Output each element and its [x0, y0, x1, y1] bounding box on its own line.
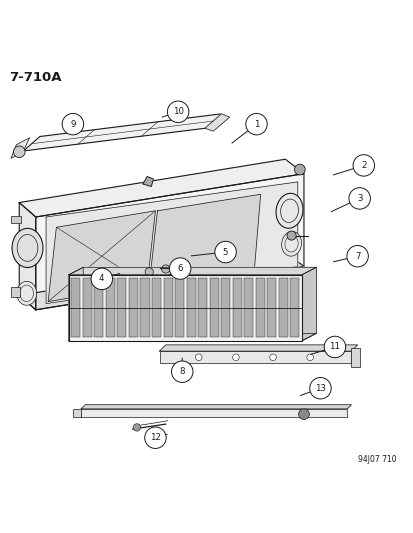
Polygon shape: [11, 138, 29, 158]
Polygon shape: [69, 268, 316, 274]
Polygon shape: [69, 268, 83, 341]
Circle shape: [306, 354, 313, 361]
Circle shape: [346, 246, 368, 267]
Ellipse shape: [275, 193, 302, 228]
Polygon shape: [23, 114, 221, 151]
Bar: [106, 278, 115, 337]
Circle shape: [294, 164, 304, 175]
Circle shape: [352, 155, 374, 176]
Bar: [81, 409, 347, 417]
Bar: [221, 278, 230, 337]
Bar: [83, 278, 92, 337]
Bar: [73, 409, 81, 417]
Bar: [255, 278, 264, 337]
Bar: [94, 278, 103, 337]
Bar: [290, 278, 299, 337]
Circle shape: [195, 354, 202, 361]
Circle shape: [348, 188, 370, 209]
Polygon shape: [143, 176, 153, 187]
Bar: [69, 274, 301, 341]
Bar: [267, 278, 276, 337]
Text: 10: 10: [172, 107, 183, 116]
Text: 7-710A: 7-710A: [9, 70, 61, 84]
Bar: [159, 351, 351, 364]
Circle shape: [286, 231, 295, 240]
Circle shape: [167, 101, 188, 123]
Polygon shape: [81, 405, 351, 409]
Polygon shape: [301, 268, 316, 341]
Bar: [128, 278, 138, 337]
Circle shape: [62, 114, 83, 135]
Text: 3: 3: [356, 194, 361, 203]
Bar: [71, 278, 80, 337]
Circle shape: [169, 258, 190, 279]
Polygon shape: [69, 333, 316, 341]
Bar: [209, 278, 218, 337]
FancyBboxPatch shape: [11, 287, 20, 297]
Bar: [232, 278, 241, 337]
Circle shape: [14, 146, 25, 158]
Text: 12: 12: [150, 433, 161, 442]
Polygon shape: [159, 345, 357, 351]
Text: 8: 8: [179, 367, 185, 376]
Text: 1: 1: [253, 119, 259, 128]
Polygon shape: [48, 211, 155, 302]
Polygon shape: [19, 252, 303, 310]
Ellipse shape: [12, 228, 43, 268]
Circle shape: [133, 424, 140, 431]
Polygon shape: [36, 174, 303, 310]
Circle shape: [145, 268, 153, 276]
Bar: [175, 278, 184, 337]
Bar: [152, 278, 161, 337]
Circle shape: [171, 361, 192, 383]
Ellipse shape: [17, 281, 36, 305]
Circle shape: [245, 114, 267, 135]
Text: 13: 13: [314, 384, 325, 393]
Text: 9: 9: [70, 119, 76, 128]
Text: 94J07 710: 94J07 710: [357, 455, 396, 464]
Polygon shape: [19, 203, 36, 310]
Circle shape: [145, 427, 166, 448]
Bar: [117, 278, 126, 337]
Circle shape: [298, 409, 309, 419]
Bar: [278, 278, 287, 337]
Circle shape: [214, 241, 236, 263]
Text: 2: 2: [360, 161, 366, 170]
Polygon shape: [19, 159, 303, 217]
Bar: [140, 278, 149, 337]
Text: 5: 5: [222, 247, 228, 256]
Circle shape: [232, 354, 239, 361]
Text: 7: 7: [354, 252, 359, 261]
Circle shape: [269, 354, 275, 361]
Ellipse shape: [281, 231, 301, 256]
Bar: [198, 278, 206, 337]
Bar: [186, 278, 195, 337]
Circle shape: [91, 268, 112, 289]
Text: 11: 11: [329, 343, 339, 351]
Circle shape: [161, 265, 169, 273]
Text: 4: 4: [99, 274, 104, 284]
Polygon shape: [46, 182, 297, 304]
Polygon shape: [149, 195, 260, 285]
Polygon shape: [204, 114, 229, 131]
Text: 6: 6: [177, 264, 183, 273]
Bar: [163, 278, 172, 337]
Bar: [244, 278, 253, 337]
Bar: [351, 348, 359, 367]
Circle shape: [309, 377, 330, 399]
FancyBboxPatch shape: [11, 216, 21, 223]
Circle shape: [323, 336, 345, 358]
